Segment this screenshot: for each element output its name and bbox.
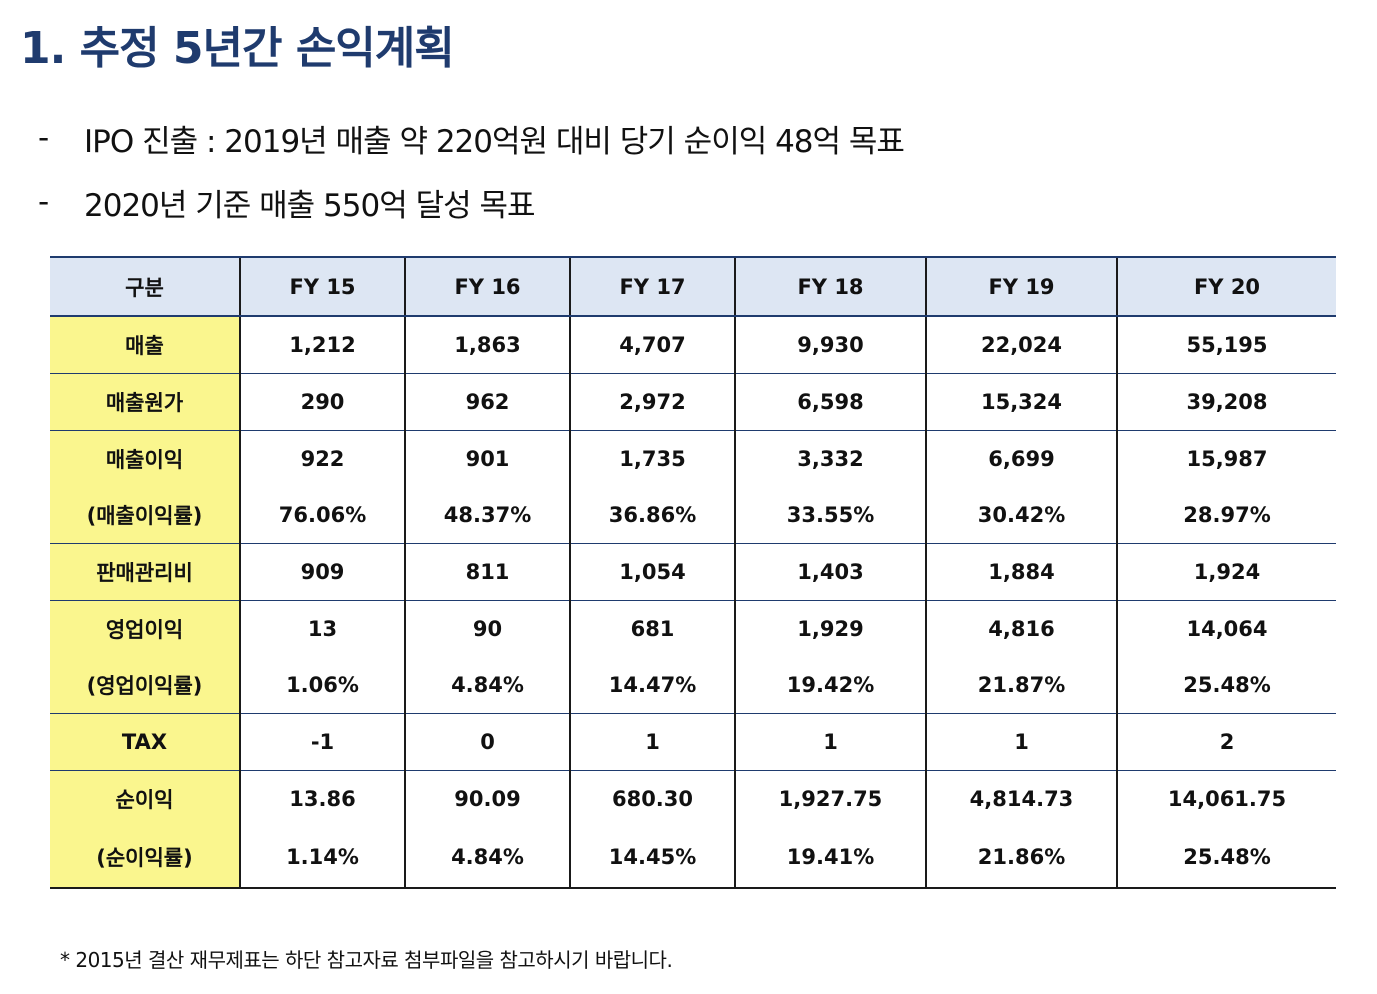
table-cell: 1 xyxy=(569,713,735,771)
table-row: 순이익 13.86 90.09 680.30 1,927.75 4,814.73… xyxy=(50,770,1336,827)
table-cell: 1,403 xyxy=(734,543,926,601)
table-cell: 1.06% xyxy=(239,657,405,714)
table-cell: 1,927.75 xyxy=(734,770,926,827)
table-cell: 4.84% xyxy=(404,657,570,714)
table-row: 영업이익 13 90 681 1,929 4,816 14,064 xyxy=(50,600,1336,657)
row-label: 매출원가 xyxy=(50,373,240,431)
table-cell: 14.47% xyxy=(569,657,735,714)
table-cell: 1,929 xyxy=(734,600,926,657)
table-cell: 1,054 xyxy=(569,543,735,601)
bullet-text: 2020년 기준 매출 550억 달성 목표 xyxy=(84,187,536,224)
bullet-item: - IPO 진출 : 2019년 매출 약 220억원 대비 당기 순이익 48… xyxy=(38,106,905,170)
table-cell: 15,324 xyxy=(925,373,1117,431)
row-label: TAX xyxy=(50,713,240,771)
table-cell: 4.84% xyxy=(404,827,570,889)
table-row: 매출원가 290 962 2,972 6,598 15,324 39,208 xyxy=(50,373,1336,431)
table-row: (영업이익률) 1.06% 4.84% 14.47% 19.42% 21.87%… xyxy=(50,657,1336,714)
row-label: 판매관리비 xyxy=(50,543,240,601)
table-cell: 30.42% xyxy=(925,487,1117,544)
table-cell: 6,699 xyxy=(925,430,1117,487)
table-cell: 901 xyxy=(404,430,570,487)
table-cell: 4,814.73 xyxy=(925,770,1117,827)
table-cell: 4,707 xyxy=(569,316,735,374)
table-cell: 681 xyxy=(569,600,735,657)
table-cell: 14,064 xyxy=(1116,600,1336,657)
table-cell: 1.14% xyxy=(239,827,405,889)
table-cell: 1,884 xyxy=(925,543,1117,601)
header-cell-fy18: FY 18 xyxy=(734,256,926,317)
table-row: (매출이익률) 76.06% 48.37% 36.86% 33.55% 30.4… xyxy=(50,487,1336,544)
table-cell: 90.09 xyxy=(404,770,570,827)
table-cell: 2 xyxy=(1116,713,1336,771)
row-label: 매출 xyxy=(50,316,240,374)
table-cell: 9,930 xyxy=(734,316,926,374)
table-cell: 0 xyxy=(404,713,570,771)
header-cell-fy15: FY 15 xyxy=(239,256,405,317)
table-cell: 55,195 xyxy=(1116,316,1336,374)
table-cell: 48.37% xyxy=(404,487,570,544)
table-cell: 1,212 xyxy=(239,316,405,374)
table-cell: 25.48% xyxy=(1116,657,1336,714)
table-cell: 76.06% xyxy=(239,487,405,544)
table-header-row: 구분 FY 15 FY 16 FY 17 FY 18 FY 19 FY 20 xyxy=(50,256,1336,317)
table-cell: 962 xyxy=(404,373,570,431)
bullet-item: - 2020년 기준 매출 550억 달성 목표 xyxy=(38,170,904,234)
table-row: 판매관리비 909 811 1,054 1,403 1,884 1,924 xyxy=(50,543,1336,601)
table-cell: 36.86% xyxy=(569,487,735,544)
table-cell: 21.87% xyxy=(925,657,1117,714)
table-cell: 3,332 xyxy=(734,430,926,487)
table-cell: 39,208 xyxy=(1116,373,1336,431)
table-cell: 909 xyxy=(239,543,405,601)
table-cell: 14,061.75 xyxy=(1116,770,1336,827)
table-row: 매출이익 922 901 1,735 3,332 6,699 15,987 xyxy=(50,430,1336,487)
row-label: (매출이익률) xyxy=(50,487,240,544)
header-cell-fy19: FY 19 xyxy=(925,256,1117,317)
table-cell: 19.42% xyxy=(734,657,926,714)
table-cell: 1,924 xyxy=(1116,543,1336,601)
table-row: TAX -1 0 1 1 1 2 xyxy=(50,713,1336,771)
footnote: * 2015년 결산 재무제표는 하단 참고자료 첨부파일을 참고하시기 바랍니… xyxy=(60,948,673,972)
table-cell: 1,735 xyxy=(569,430,735,487)
table-cell: 2,972 xyxy=(569,373,735,431)
table-cell: 19.41% xyxy=(734,827,926,889)
table-cell: 14.45% xyxy=(569,827,735,889)
table-cell: 22,024 xyxy=(925,316,1117,374)
table-cell: 28.97% xyxy=(1116,487,1336,544)
table-cell: 922 xyxy=(239,430,405,487)
table-cell: 1 xyxy=(734,713,926,771)
table-cell: 811 xyxy=(404,543,570,601)
row-label: 영업이익 xyxy=(50,600,240,657)
table-cell: 1 xyxy=(925,713,1117,771)
table-cell: 680.30 xyxy=(569,770,735,827)
bullet-dash: - xyxy=(38,120,49,156)
row-label: 순이익 xyxy=(50,770,240,827)
row-label: 매출이익 xyxy=(50,430,240,487)
table-cell: 33.55% xyxy=(734,487,926,544)
table-cell: 15,987 xyxy=(1116,430,1336,487)
header-cell-fy16: FY 16 xyxy=(404,256,570,317)
bullet-list: - IPO 진출 : 2019년 매출 약 220억원 대비 당기 순이익 48… xyxy=(38,106,905,234)
table-cell: 4,816 xyxy=(925,600,1117,657)
table-cell: 290 xyxy=(239,373,405,431)
row-label: (순이익률) xyxy=(50,827,240,889)
table-cell: 13 xyxy=(239,600,405,657)
table-cell: 21.86% xyxy=(925,827,1117,889)
table-row: 매출 1,212 1,863 4,707 9,930 22,024 55,195 xyxy=(50,316,1336,374)
table-cell: 90 xyxy=(404,600,570,657)
page-title: 1. 추정 5년간 손익계획 xyxy=(20,23,455,74)
table-cell: 13.86 xyxy=(239,770,405,827)
table-row: (순이익률) 1.14% 4.84% 14.45% 19.41% 21.86% … xyxy=(50,827,1336,889)
table-cell: -1 xyxy=(239,713,405,771)
header-cell-fy20: FY 20 xyxy=(1116,256,1336,317)
pl-table: 구분 FY 15 FY 16 FY 17 FY 18 FY 19 FY 20 매… xyxy=(50,256,1336,889)
bullet-dash: - xyxy=(38,184,49,220)
table-cell: 1,863 xyxy=(404,316,570,374)
row-label: (영업이익률) xyxy=(50,657,240,714)
bullet-text: IPO 진출 : 2019년 매출 약 220억원 대비 당기 순이익 48억 … xyxy=(84,123,905,160)
table-cell: 25.48% xyxy=(1116,827,1336,889)
table-cell: 6,598 xyxy=(734,373,926,431)
header-cell-fy17: FY 17 xyxy=(569,256,735,317)
header-cell-category: 구분 xyxy=(50,256,240,317)
